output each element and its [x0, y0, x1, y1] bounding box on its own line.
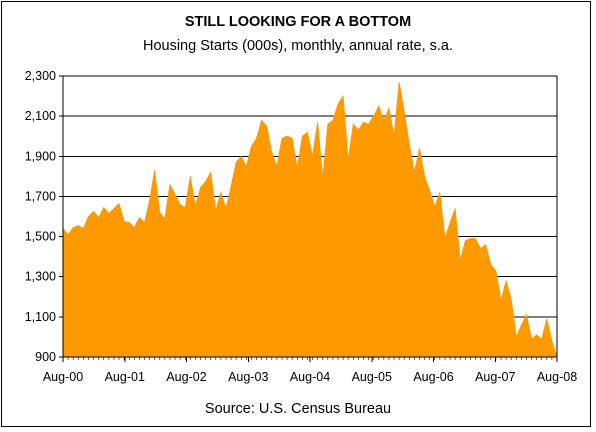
y-tick-label: 2,300	[25, 69, 56, 83]
x-tick-label: Aug-06	[413, 370, 453, 384]
x-tick-label: Aug-00	[43, 370, 83, 384]
y-tick-label: 1,100	[25, 310, 56, 324]
y-axis-tick-labels: 900 1,100 1,300 1,500 1,700 1,900 2,100 2,300	[25, 69, 56, 364]
y-tick-label: 2,100	[25, 109, 56, 123]
y-tick-label: 1,700	[25, 189, 56, 203]
y-tick-label: 1,900	[25, 149, 56, 163]
x-tick-label: Aug-04	[290, 370, 330, 384]
series-area	[63, 82, 557, 358]
x-tick-label: Aug-01	[105, 370, 145, 384]
y-tick-label: 900	[35, 350, 56, 364]
chart-source-note: Source: U.S. Census Bureau	[204, 401, 392, 417]
x-tick-label: Aug-02	[166, 370, 206, 384]
x-tick-label: Aug-03	[228, 370, 268, 384]
x-axis-tick-labels: Aug-00 Aug-01 Aug-02 Aug-03 Aug-04 Aug-05 Aug-…	[43, 370, 577, 384]
y-tick-label: 1,500	[25, 230, 56, 244]
chart-subtitle: Housing Starts (000s), monthly, annual r…	[142, 38, 454, 54]
series-area-layer	[62, 81, 558, 358]
x-tick-label: Aug-05	[352, 370, 392, 384]
chart-title: STILL LOOKING FOR A BOTTOM	[184, 14, 412, 30]
x-tick-label: Aug-08	[537, 370, 577, 384]
axes	[59, 75, 558, 362]
y-tick-label: 1,300	[25, 270, 56, 284]
series-line	[62, 81, 558, 358]
x-tick-label: Aug-07	[475, 370, 515, 384]
